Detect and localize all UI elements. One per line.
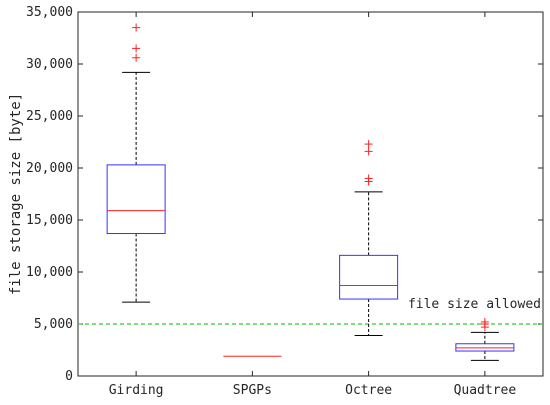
y-tick-label: 20,000 <box>26 161 73 176</box>
y-tick-label: 15,000 <box>26 213 73 228</box>
reference-line-label: file size allowed <box>408 297 541 312</box>
y-tick-label: 25,000 <box>26 109 73 124</box>
x-tick-label: Girding <box>109 383 164 398</box>
y-axis-ticks: 0 5,000 10,000 15,000 20,000 25,000 30,000 35,0… <box>26 5 543 384</box>
box-iqr <box>106 164 166 235</box>
outlier-marker <box>132 23 141 32</box>
plot-area: 0 5,000 10,000 15,000 20,000 25,000 30,000 35,0… <box>26 5 544 398</box>
y-tick-label: 35,000 <box>26 5 73 20</box>
box-iqr <box>339 254 399 300</box>
box-girding <box>106 23 166 303</box>
reference-line-group: file size allowed <box>78 297 543 325</box>
y-tick-label: 10,000 <box>26 265 73 280</box>
x-axis-ticks: Girding SPGPs Octree Quadtree <box>109 12 517 398</box>
outlier-marker <box>480 317 489 326</box>
y-tick-label: 0 <box>65 369 73 384</box>
outlier-marker <box>364 174 373 183</box>
box-iqr <box>455 343 515 352</box>
y-tick-label: 30,000 <box>26 57 73 72</box>
box-octree <box>339 140 399 336</box>
plot-frame <box>77 11 544 377</box>
y-axis-label: file storage size [byte] <box>8 93 24 295</box>
box-quadtree <box>455 317 515 361</box>
outlier-marker <box>132 53 141 62</box>
x-tick-label: Octree <box>345 383 392 398</box>
x-tick-label: Quadtree <box>454 383 517 398</box>
boxes-group <box>106 23 515 361</box>
y-tick-label: 5,000 <box>34 317 73 332</box>
outlier-marker <box>364 140 373 149</box>
outlier-marker <box>132 44 141 53</box>
outlier-marker <box>364 147 373 156</box>
x-tick-label: SPGPs <box>233 383 272 398</box>
